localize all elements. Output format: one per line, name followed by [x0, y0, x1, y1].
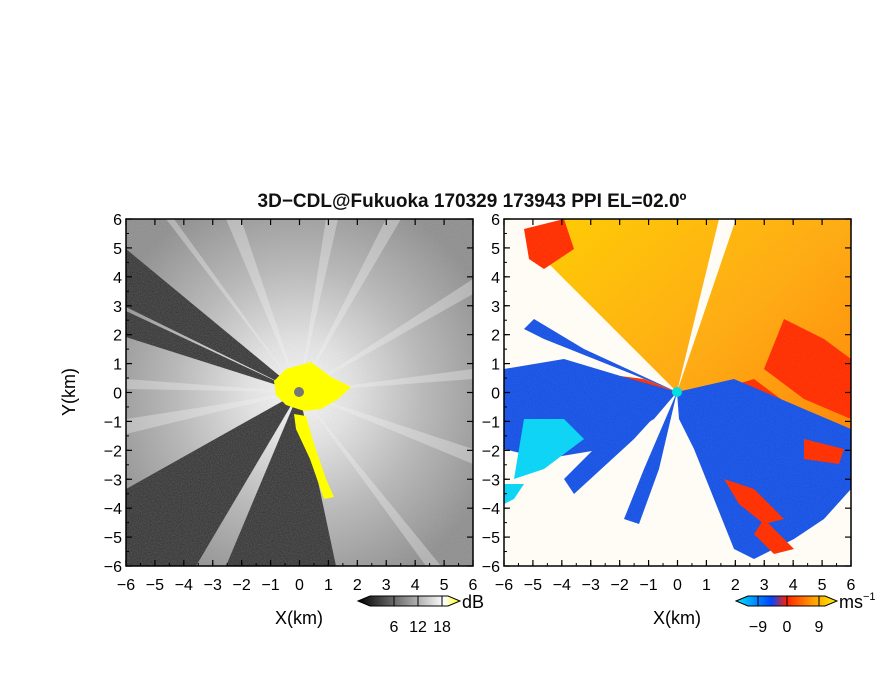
snr-yellow-core [274, 362, 351, 499]
x-tick-label: 2 [731, 577, 740, 594]
y-tick-label: 4 [491, 270, 500, 287]
y-tick-label: 2 [491, 328, 500, 345]
velocity-colorbar: −9 0 9 ms−1 [734, 591, 876, 636]
velocity-panel: −6 −5 −4 −3 −2 −1 0 1 2 3 4 5 6 6 5 4 3 2 1 0 −1 −2 −3 −4 −5 −6 X… [482, 212, 856, 628]
velocity-unit-exp: −1 [863, 591, 876, 603]
snr-panel: −6 −5 −4 −3 −2 −1 0 1 2 3 4 5 6 6 5 4 3 2 1 0 −1 −2 −3 −4 −5 −6 X… [59, 212, 478, 628]
colorbar-tick-label: 9 [815, 619, 824, 636]
x-tick-label: −4 [553, 577, 571, 594]
x-tick-label: 1 [324, 577, 333, 594]
x-tick-label: 4 [411, 577, 420, 594]
x-tick-label: −2 [233, 577, 251, 594]
colorbar-tick-label: 6 [390, 619, 399, 636]
y-tick-label: 1 [491, 357, 500, 374]
y-tick-label: −5 [482, 530, 500, 547]
y-tick-label: −6 [104, 559, 122, 576]
velocity-axes: −6 −5 −4 −3 −2 −1 0 1 2 3 4 5 6 6 5 4 3 2 1 0 −1 −2 −3 −4 −5 −6 [482, 212, 856, 594]
y-tick-label: 3 [113, 299, 122, 316]
y-tick-label: 1 [113, 357, 122, 374]
x-tick-label: 5 [440, 577, 449, 594]
velocity-xlabel: X(km) [653, 608, 701, 628]
snr-colorbar: 6 12 18 dB [356, 592, 484, 636]
x-tick-label: 6 [469, 577, 478, 594]
y-tick-label: 0 [113, 386, 122, 403]
y-tick-label: 4 [113, 270, 122, 287]
y-tick-label: 2 [113, 328, 122, 345]
y-tick-label: −1 [482, 414, 500, 431]
y-tick-label: −6 [482, 559, 500, 576]
x-tick-label: −4 [175, 577, 193, 594]
chart-title: 3D−CDL@Fukuoka 170329 173943 PPI EL=02.0… [258, 191, 687, 212]
x-tick-label: −3 [204, 577, 222, 594]
x-tick-label: 0 [673, 577, 682, 594]
x-tick-label: 5 [818, 577, 827, 594]
x-tick-label: −6 [495, 577, 513, 594]
snr-xlabel: X(km) [275, 608, 323, 628]
y-tick-label: −3 [104, 472, 122, 489]
velocity-field [504, 219, 851, 566]
x-tick-label: −1 [261, 577, 279, 594]
x-tick-label: −2 [611, 577, 629, 594]
colorbar-tick-label: 0 [783, 619, 792, 636]
colorbar-tick-label: 18 [433, 619, 451, 636]
snr-colorbar-unit: dB [462, 592, 484, 612]
y-tick-label: 5 [113, 241, 122, 258]
x-tick-label: 0 [295, 577, 304, 594]
snr-ylabel: Y(km) [59, 368, 79, 416]
velocity-colorbar-unit: ms−1 [839, 591, 876, 612]
y-tick-label: −4 [104, 501, 122, 518]
x-tick-label: −1 [639, 577, 657, 594]
snr-field [126, 219, 473, 566]
y-tick-label: 3 [491, 299, 500, 316]
x-tick-label: −5 [524, 577, 542, 594]
x-tick-label: −5 [146, 577, 164, 594]
x-tick-label: −6 [117, 577, 135, 594]
y-tick-label: 6 [491, 212, 500, 229]
x-tick-label: 4 [789, 577, 798, 594]
x-tick-label: 1 [702, 577, 711, 594]
radar-site-marker-velocity [672, 387, 682, 397]
y-tick-label: −5 [104, 530, 122, 547]
velocity-unit-base: ms [839, 592, 863, 612]
x-tick-label: −3 [582, 577, 600, 594]
y-tick-label: −2 [104, 443, 122, 460]
snr-colorbar-bar [356, 595, 462, 607]
radar-site-marker [294, 387, 304, 397]
x-tick-label: 2 [353, 577, 362, 594]
y-tick-label: −2 [482, 443, 500, 460]
y-tick-label: −3 [482, 472, 500, 489]
y-tick-label: 6 [113, 212, 122, 229]
colorbar-tick-label: −9 [749, 619, 767, 636]
x-tick-label: 6 [847, 577, 856, 594]
velocity-colorbar-ticks: −9 0 9 [749, 596, 824, 636]
y-tick-label: −1 [104, 414, 122, 431]
y-tick-label: 5 [491, 241, 500, 258]
x-tick-label: 3 [760, 577, 769, 594]
snr-colorbar-ticks: 6 12 18 [390, 596, 451, 636]
y-tick-label: 0 [491, 386, 500, 403]
colorbar-tick-label: 12 [409, 619, 427, 636]
y-tick-label: −4 [482, 501, 500, 518]
snr-axes: −6 −5 −4 −3 −2 −1 0 1 2 3 4 5 6 6 5 4 3 2 1 0 −1 −2 −3 −4 −5 −6 [104, 212, 478, 594]
x-tick-label: 3 [382, 577, 391, 594]
